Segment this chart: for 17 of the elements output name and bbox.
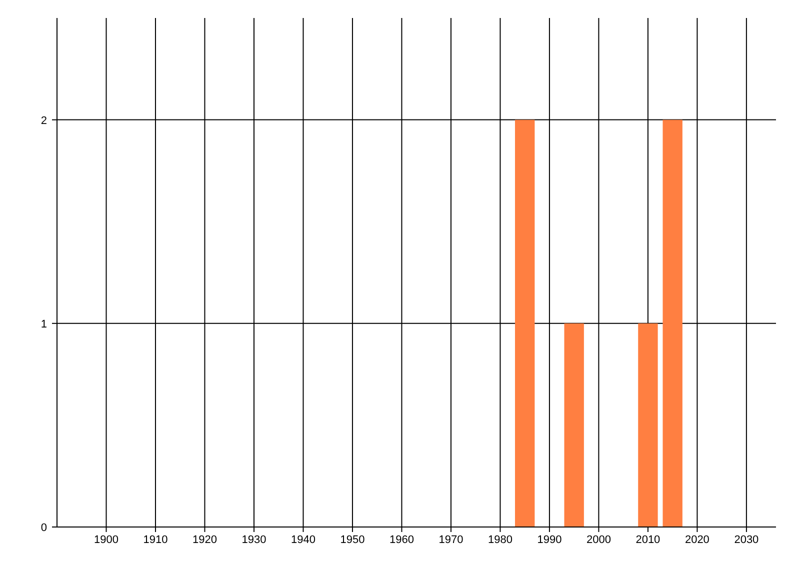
x-tick-label: 2030: [734, 534, 759, 546]
x-tick-label: 1920: [192, 534, 217, 546]
x-tick-label: 1930: [242, 534, 266, 546]
x-tick-label: 1950: [340, 534, 365, 546]
x-tick-label: 1960: [389, 534, 414, 546]
y-tick-label: 1: [40, 318, 47, 330]
x-tick-label: 2000: [586, 534, 611, 546]
x-tick-label: 1980: [488, 534, 512, 546]
y-tick-label: 0: [40, 522, 47, 534]
x-tick-label: 2010: [636, 534, 660, 546]
x-tick-label: 1970: [438, 534, 464, 546]
y-tick-label: 2: [40, 114, 47, 127]
x-tick-label: 1910: [143, 534, 168, 546]
x-tick-label: 1900: [94, 534, 118, 546]
x-tick-label: 1940: [290, 534, 316, 546]
x-tick-label: 1990: [537, 534, 562, 546]
x-tick-label: 2020: [684, 534, 710, 546]
